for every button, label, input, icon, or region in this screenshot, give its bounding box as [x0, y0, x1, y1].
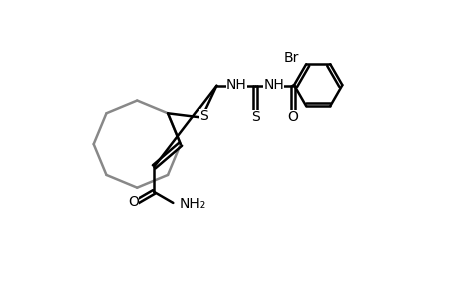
Text: Br: Br: [283, 51, 298, 65]
Text: O: O: [128, 195, 139, 209]
Text: O: O: [286, 110, 297, 124]
Text: S: S: [250, 110, 259, 124]
Text: S: S: [198, 109, 207, 123]
Text: NH: NH: [225, 79, 246, 92]
Text: NH₂: NH₂: [179, 197, 206, 212]
Text: NH: NH: [263, 79, 284, 92]
